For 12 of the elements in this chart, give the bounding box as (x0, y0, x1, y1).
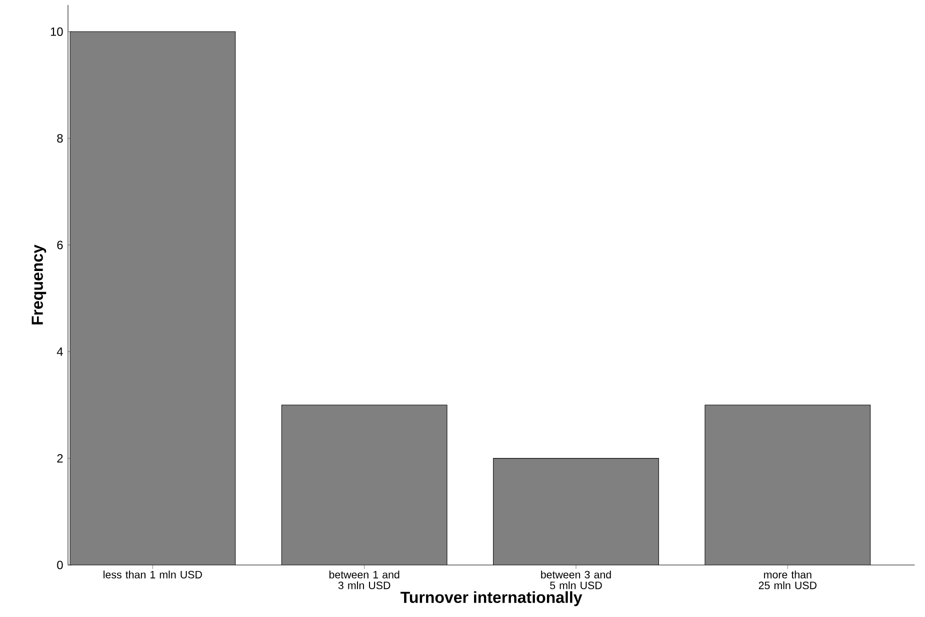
x-tick-label: less than 1 mln USD (104, 570, 202, 578)
x-tick-label: between 3 and 5 mln USD (541, 570, 611, 590)
y-tick-label: 2 (57, 454, 63, 463)
y-tick-label: 8 (57, 134, 63, 143)
y-tick-label: 4 (56, 348, 63, 356)
y-tick-label: 6 (57, 240, 63, 250)
y-tick-label: 0 (57, 560, 63, 570)
x-axis-title: Turnover internationally (400, 591, 582, 606)
y-axis-title: Frequency (32, 244, 46, 324)
x-tick-label: between 1 and 3 mln USD (329, 570, 400, 590)
y-tick-label: 10 (50, 27, 63, 36)
x-tick-label: more than 25 mln USD (758, 570, 816, 590)
